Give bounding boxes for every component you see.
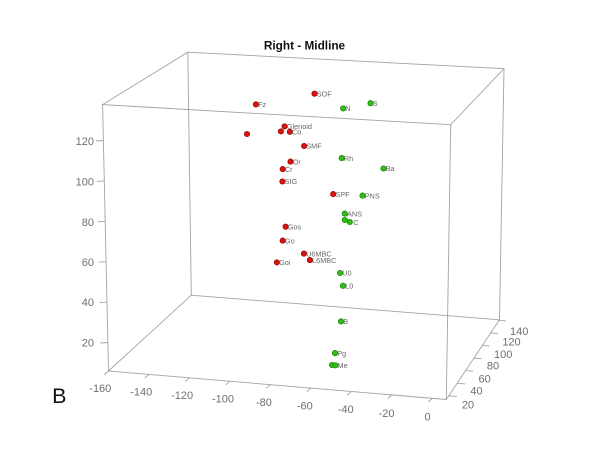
svg-text:B: B — [52, 384, 66, 408]
svg-text:L0: L0 — [345, 282, 353, 291]
svg-text:-80: -80 — [256, 397, 272, 409]
svg-text:20: 20 — [462, 399, 474, 411]
svg-text:Ba: Ba — [386, 164, 396, 173]
svg-text:U0: U0 — [342, 269, 351, 278]
svg-text:-60: -60 — [297, 401, 313, 413]
svg-text:PNS: PNS — [365, 191, 380, 200]
svg-text:Glenoid: Glenoid — [287, 122, 312, 131]
svg-text:Go: Go — [285, 236, 295, 245]
svg-text:60: 60 — [82, 257, 94, 269]
svg-text:C: C — [353, 218, 358, 227]
svg-text:Right - Midline: Right - Midline — [264, 38, 346, 52]
svg-text:U6MBC: U6MBC — [306, 249, 332, 258]
svg-text:ANS: ANS — [347, 209, 362, 218]
svg-text:140: 140 — [510, 326, 528, 338]
svg-text:-100: -100 — [212, 394, 234, 406]
svg-text:80: 80 — [487, 361, 499, 373]
svg-text:Pg: Pg — [337, 349, 346, 358]
svg-text:S: S — [373, 99, 378, 108]
svg-text:SOF: SOF — [317, 89, 333, 98]
svg-text:40: 40 — [82, 297, 94, 309]
svg-text:Co: Co — [292, 128, 301, 137]
svg-text:100: 100 — [76, 176, 94, 188]
svg-text:120: 120 — [76, 136, 94, 148]
svg-text:Cr: Cr — [285, 165, 293, 174]
svg-text:120: 120 — [502, 337, 520, 349]
svg-text:Or: Or — [293, 157, 302, 166]
svg-text:-40: -40 — [338, 404, 354, 416]
svg-text:-20: -20 — [379, 408, 395, 420]
svg-text:L6MBC: L6MBC — [312, 256, 336, 265]
svg-text:20: 20 — [82, 337, 94, 349]
svg-text:-160: -160 — [89, 383, 111, 395]
svg-text:Gos: Gos — [288, 222, 302, 231]
svg-text:Goi: Goi — [279, 258, 291, 267]
svg-text:SMF: SMF — [306, 142, 322, 151]
svg-text:B: B — [343, 317, 348, 326]
svg-text:100: 100 — [494, 349, 512, 361]
svg-text:-120: -120 — [171, 390, 193, 402]
svg-text:Me: Me — [338, 361, 348, 370]
svg-text:60: 60 — [478, 373, 490, 385]
svg-text:40: 40 — [470, 386, 482, 398]
svg-text:SIG: SIG — [285, 177, 298, 186]
svg-text:Fz: Fz — [258, 100, 266, 109]
svg-text:0: 0 — [424, 411, 430, 423]
svg-text:N: N — [345, 104, 350, 113]
svg-text:-140: -140 — [130, 387, 152, 399]
svg-text:Rh: Rh — [344, 154, 353, 163]
svg-text:SPF: SPF — [335, 190, 350, 199]
svg-text:80: 80 — [82, 217, 94, 229]
